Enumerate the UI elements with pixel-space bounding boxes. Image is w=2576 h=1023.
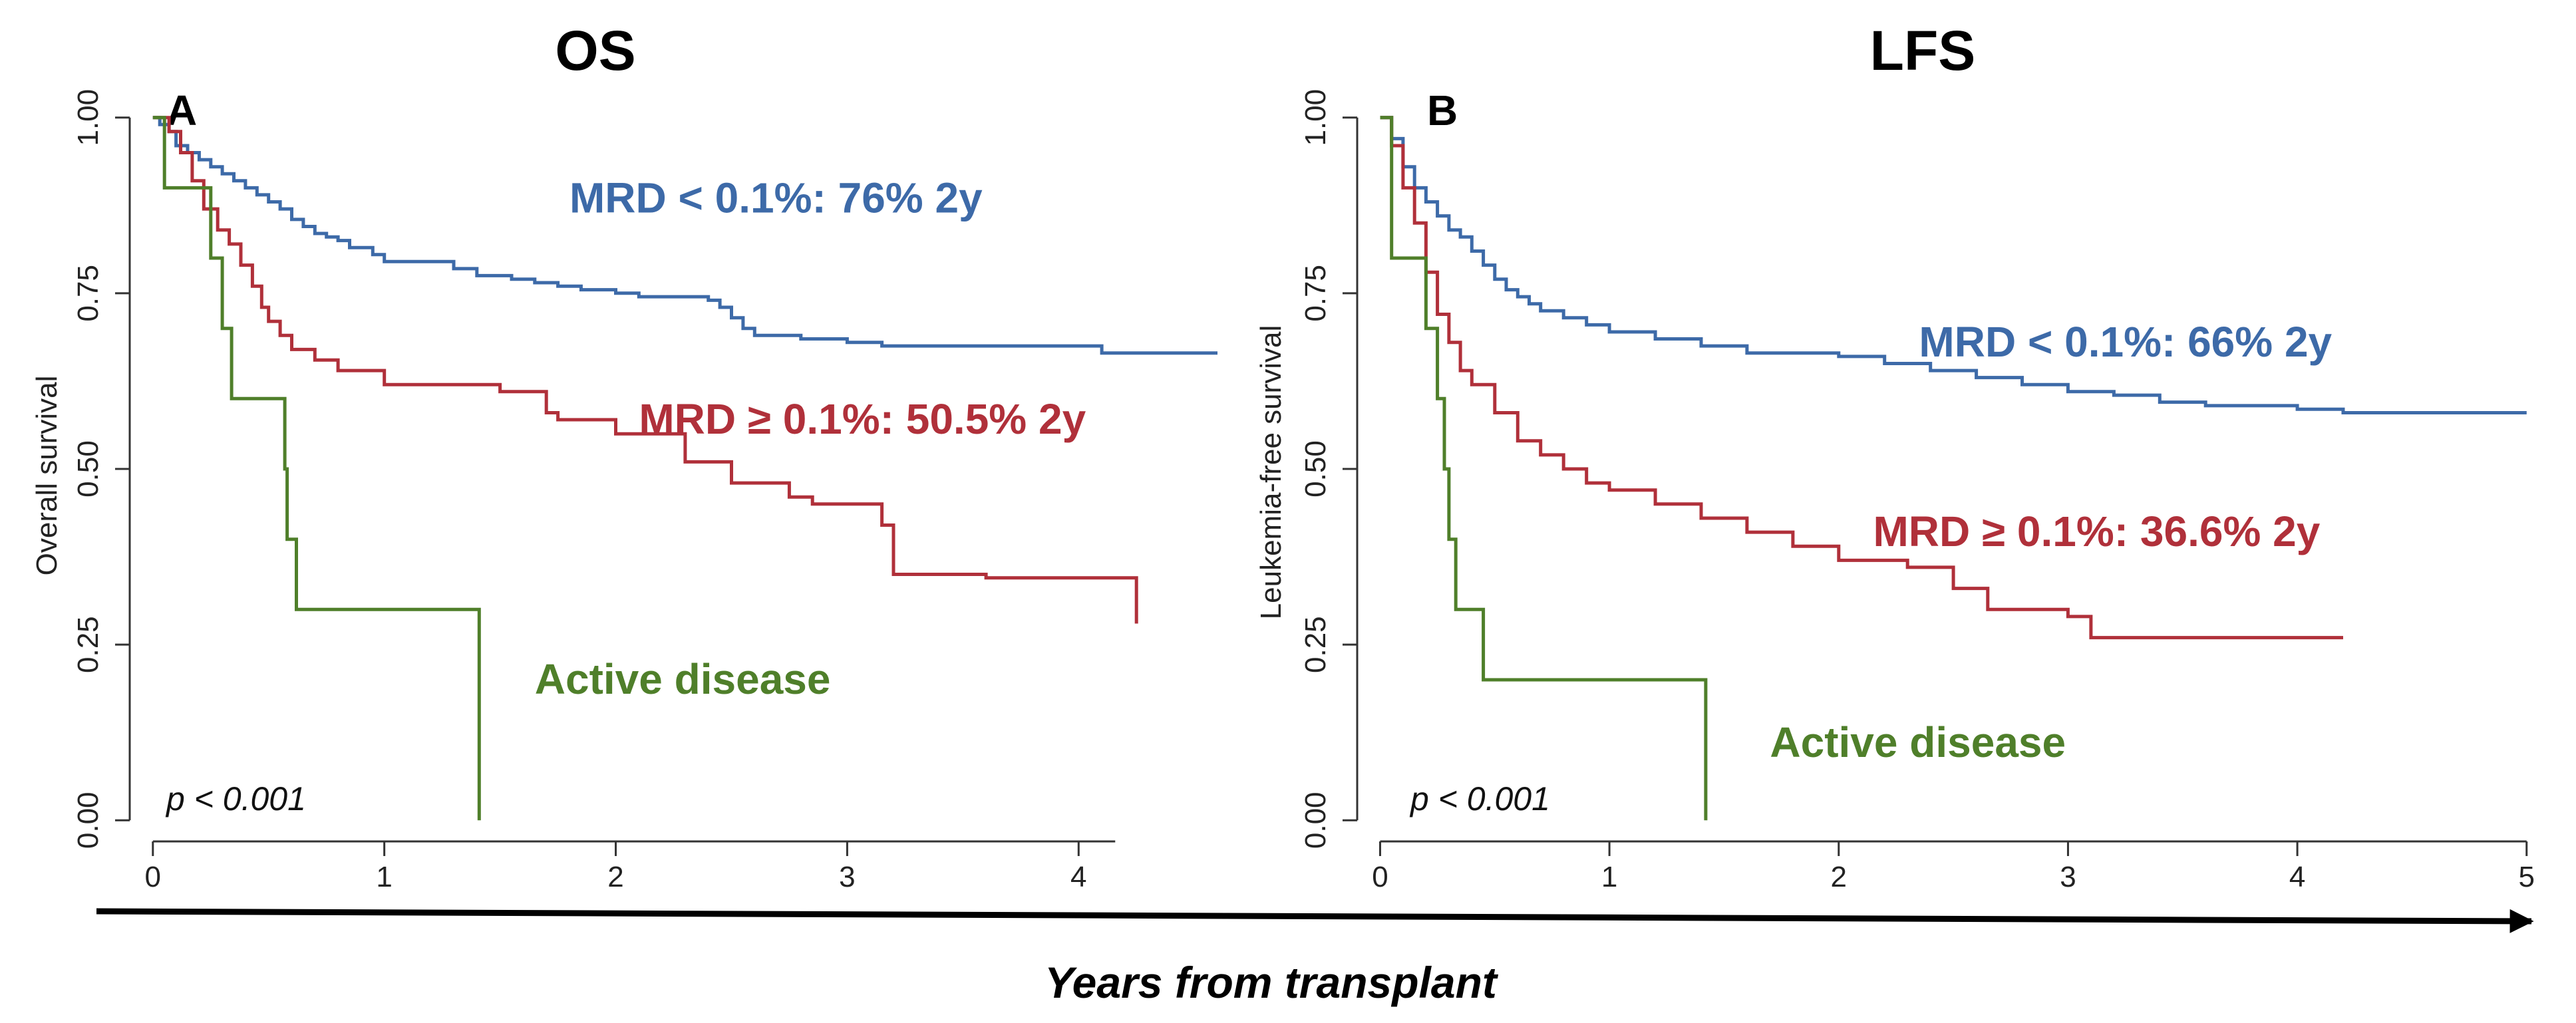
- curve-label-mrd-high: MRD ≥ 0.1%: 36.6% 2y: [1873, 508, 2320, 555]
- curve-active: [152, 116, 481, 821]
- x-tick-label: 3: [839, 861, 855, 893]
- y-tick-label: 1.00: [1299, 89, 1332, 146]
- curve-mrd-high: [1380, 116, 2343, 640]
- y-axis-label: Overall survival: [31, 376, 63, 576]
- x-tick-label: 0: [1372, 861, 1388, 893]
- x-tick-label: 4: [1070, 861, 1086, 893]
- y-tick-label: 0.50: [72, 440, 104, 498]
- x-axis-label: Years from transplant: [1045, 958, 1499, 1007]
- survival-curves: [152, 116, 1217, 821]
- curve-label-mrd-low: MRD < 0.1%: 66% 2y: [1919, 318, 2332, 366]
- x-tick-label: 1: [376, 861, 392, 893]
- axes: 0.00 0.25 0.50 0.75 1.00 0 1 2 3 4 5: [1299, 89, 2535, 893]
- x-tick-label: 0: [145, 861, 161, 893]
- panel-b-lfs: LFS B Leukemia-free survival 0.00 0.25 0.5…: [1255, 19, 2535, 893]
- y-tick-label: 0.50: [1299, 440, 1332, 498]
- curve-mrd-low: [1380, 116, 2527, 414]
- y-tick-label: 0.75: [1299, 265, 1332, 322]
- axes: 0.00 0.25 0.50 0.75 1.00 0 1 2 3 4: [72, 89, 1116, 893]
- y-tick-label: 0.75: [72, 265, 104, 322]
- p-value: p < 0.001: [165, 780, 306, 817]
- y-tick-label: 0.25: [1299, 616, 1332, 673]
- curve-labels: MRD < 0.1%: 76% 2y MRD ≥ 0.1%: 50.5% 2y Ac…: [535, 174, 1086, 703]
- curve-mrd-low: [152, 116, 1217, 355]
- x-tick-label: 3: [2060, 861, 2076, 893]
- x-tick-label: 1: [1601, 861, 1617, 893]
- curve-label-mrd-high: MRD ≥ 0.1%: 50.5% 2y: [639, 395, 1086, 443]
- y-tick-label: 0.25: [72, 616, 104, 673]
- chart-title: LFS: [1870, 19, 1976, 82]
- x-tick-label: 4: [2289, 861, 2305, 893]
- curve-label-active: Active disease: [1770, 718, 2066, 766]
- y-tick-label: 0.00: [72, 792, 104, 849]
- curve-labels: MRD < 0.1%: 66% 2y MRD ≥ 0.1%: 36.6% 2y Ac…: [1770, 318, 2332, 766]
- curve-label-active: Active disease: [535, 655, 831, 703]
- x-tick-label: 2: [607, 861, 623, 893]
- y-tick-label: 0.00: [1299, 792, 1332, 849]
- panel-a-os: OS A Overall survival 0.00 0.25 0.50 0.75 1.…: [31, 19, 1217, 893]
- x-tick-label: 5: [2519, 861, 2535, 893]
- curve-mrd-high: [152, 116, 1138, 624]
- chart-title: OS: [555, 19, 635, 82]
- time-arrow: [96, 908, 2534, 933]
- curve-label-mrd-low: MRD < 0.1%: 76% 2y: [569, 174, 983, 221]
- panel-letter: A: [166, 86, 197, 134]
- survival-curves: [1380, 116, 2527, 821]
- curve-active: [1380, 116, 1708, 821]
- y-axis-label: Leukemia-free survival: [1255, 325, 1287, 620]
- p-value: p < 0.001: [1409, 780, 1550, 817]
- panel-letter: B: [1427, 86, 1458, 134]
- x-tick-label: 2: [1831, 861, 1847, 893]
- y-tick-label: 1.00: [72, 89, 104, 146]
